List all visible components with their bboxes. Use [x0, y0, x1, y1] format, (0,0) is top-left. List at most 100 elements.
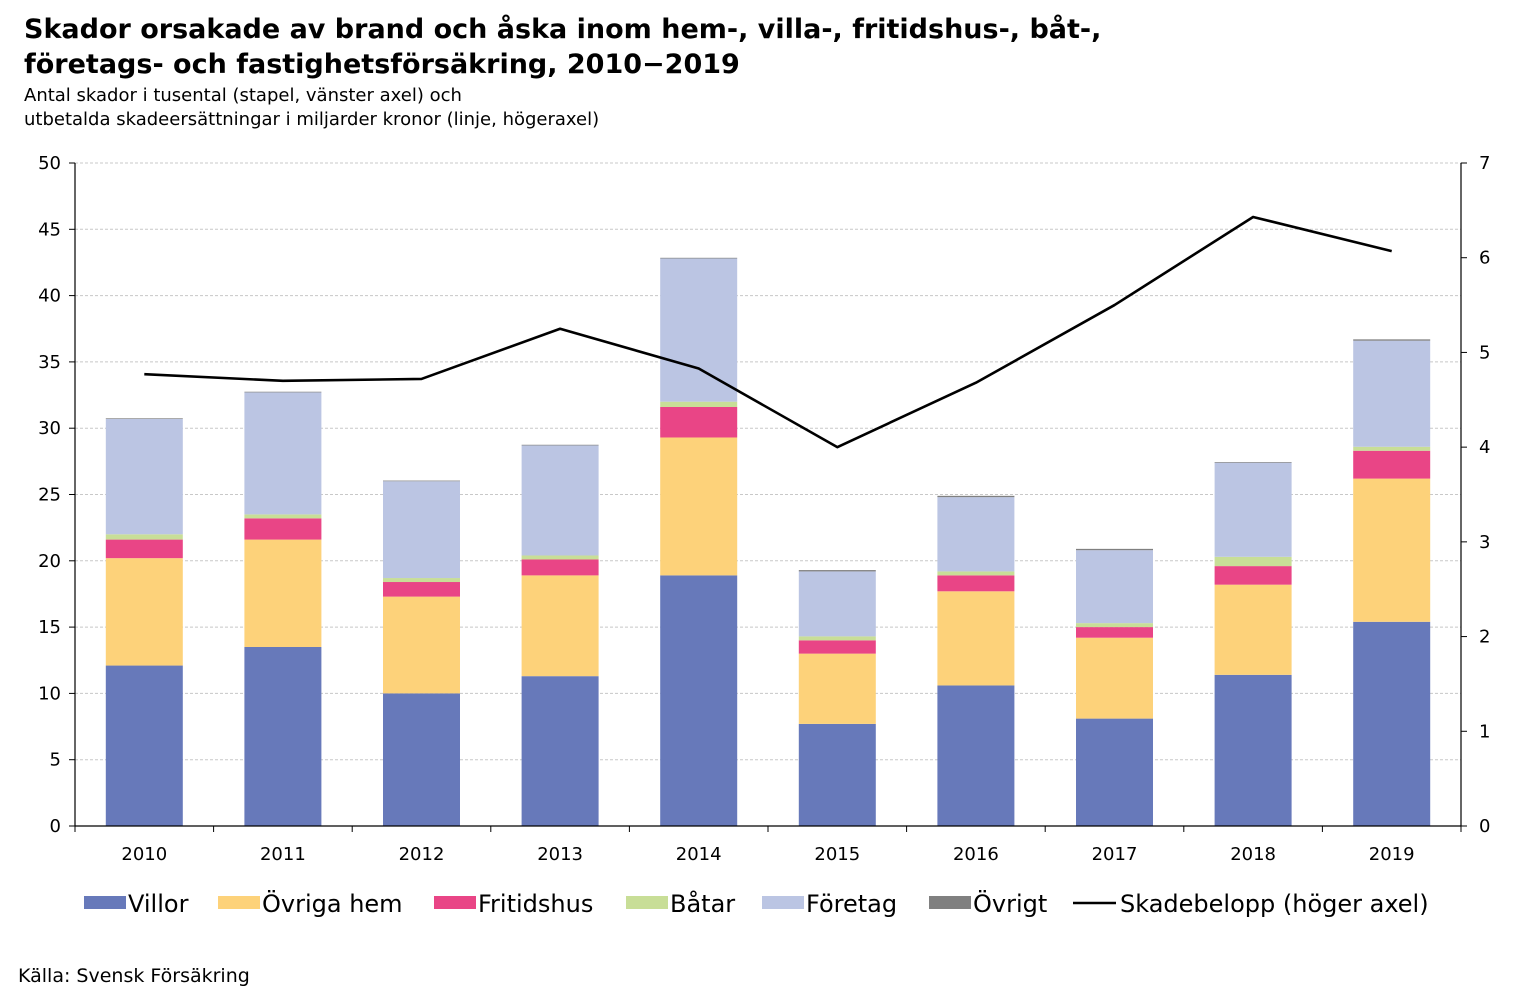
right-axis-tick-label: 6 [1479, 248, 1490, 269]
x-axis-tick-label: 2017 [1092, 844, 1138, 865]
bar-segment-fritidshus [937, 575, 1015, 592]
bar-segment-företag [1214, 462, 1292, 557]
legend-swatch [626, 896, 668, 909]
bar-segment-fritidshus [660, 406, 738, 438]
left-axis-tick-label: 15 [38, 617, 61, 638]
bar-segment-båtar [383, 578, 460, 583]
bar-segment-företag [521, 445, 599, 556]
source-note: Källa: Svensk Försäkring [18, 965, 250, 987]
x-axis-tick-label: 2014 [676, 844, 722, 865]
bar-segment-båtar [1214, 556, 1292, 567]
bar-segment-övriga-hem [521, 575, 599, 677]
bar-segment-fritidshus [105, 539, 183, 559]
bar-segment-fritidshus [1353, 450, 1431, 479]
left-axis-tick-label: 45 [38, 219, 61, 240]
right-axis-tick-label: 7 [1479, 153, 1490, 174]
x-axis-tick-label: 2013 [537, 844, 583, 865]
bar-segment-fritidshus [244, 518, 322, 540]
bar-segment-villor [244, 646, 322, 826]
legend-label: Övrigt [973, 889, 1047, 918]
x-axis-tick-label: 2012 [399, 844, 445, 865]
bar-segment-företag [244, 392, 322, 515]
right-axis-tick-label: 3 [1479, 532, 1490, 553]
bar-segment-villor [1353, 621, 1431, 826]
bar-segment-företag [1353, 340, 1431, 447]
legend-label: Företag [806, 890, 897, 918]
bar-segment-villor [660, 575, 738, 826]
legend-label: Båtar [670, 889, 735, 918]
bar-segment-villor [1076, 718, 1153, 826]
left-axis-tick-label: 5 [50, 750, 61, 771]
bar-segment-övrigt [383, 480, 460, 482]
bar-segment-övrigt [521, 444, 599, 446]
bar-segment-villor [937, 685, 1015, 826]
bar-segment-företag [1076, 550, 1153, 624]
bar-segment-båtar [798, 636, 876, 641]
legend-label: Fritidshus [478, 890, 593, 918]
right-axis-tick-label: 4 [1479, 437, 1490, 458]
left-axis-tick-label: 10 [38, 683, 61, 704]
left-axis-tick-label: 40 [38, 286, 61, 307]
bar-segment-villor [105, 665, 183, 826]
left-axis-tick-label: 20 [38, 551, 61, 572]
right-axis-tick-label: 1 [1479, 721, 1490, 742]
bar-segment-fritidshus [383, 582, 460, 597]
bar-segment-fritidshus [1214, 566, 1292, 585]
bar-segment-fritidshus [1076, 627, 1153, 638]
bar-segment-båtar [521, 555, 599, 560]
bar-segment-företag [660, 258, 738, 402]
legend-swatch [434, 896, 476, 909]
x-axis-tick-label: 2016 [953, 844, 999, 865]
left-axis-tick-label: 50 [38, 153, 61, 174]
bar-segment-övrigt [105, 418, 183, 419]
bar-segment-båtar [937, 571, 1015, 576]
bar-segment-övrigt [1076, 548, 1153, 551]
bar-segment-företag [105, 418, 183, 535]
legend-label: Villor [128, 890, 189, 918]
x-axis-tick-label: 2011 [260, 844, 306, 865]
bar-segment-övrigt [937, 495, 1015, 498]
legend-swatch [929, 896, 971, 909]
bar-segment-villor [521, 676, 599, 826]
bar-segment-båtar [105, 534, 183, 540]
bar-segment-övriga-hem [244, 539, 322, 647]
bar-segment-villor [798, 723, 876, 826]
bar-segment-övrigt [798, 570, 876, 572]
left-axis-tick-label: 0 [50, 816, 61, 837]
bar-segment-övriga-hem [1214, 584, 1292, 675]
bar-segment-båtar [244, 514, 322, 519]
left-axis-tick-label: 30 [38, 418, 61, 439]
bar-segment-övriga-hem [105, 558, 183, 666]
bar-segment-övrigt [1353, 339, 1431, 341]
bar-segment-båtar [1076, 623, 1153, 628]
bar-segment-villor [383, 693, 460, 826]
right-axis-tick-label: 2 [1479, 627, 1490, 648]
bar-segment-övriga-hem [937, 591, 1015, 686]
bar-segment-båtar [660, 401, 738, 407]
chart-title: Skador orsakade av brand och åska inom h… [24, 12, 1504, 82]
right-axis-tick-label: 5 [1479, 342, 1490, 363]
bar-segment-övriga-hem [1353, 478, 1431, 622]
bar-segment-företag [798, 571, 876, 637]
bar-segment-fritidshus [521, 559, 599, 576]
x-axis-tick-label: 2019 [1369, 844, 1415, 865]
left-axis-tick-label: 35 [38, 352, 61, 373]
right-axis-tick-label: 0 [1479, 816, 1490, 837]
legend-label: Övriga hem [262, 889, 403, 918]
bar-segment-övriga-hem [798, 653, 876, 724]
bar-segment-övrigt [660, 257, 738, 259]
line-series-skadebelopp [144, 215, 1393, 449]
bar-segment-företag [383, 481, 460, 579]
bar-segment-övrigt [1214, 462, 1292, 463]
left-axis-tick-label: 25 [38, 485, 61, 506]
chart-subtitle-line-2: utbetalda skadeersättningar i miljarder … [24, 109, 600, 130]
legend-swatch [218, 896, 260, 909]
legend-label: Skadebelopp (höger axel) [1120, 890, 1429, 918]
bar-segment-fritidshus [798, 640, 876, 654]
bar-segment-övriga-hem [1076, 637, 1153, 719]
bar-segment-båtar [1353, 446, 1431, 451]
chart-subtitle-line-1: Antal skador i tusental (stapel, vänster… [24, 85, 462, 106]
bar-segment-övriga-hem [660, 437, 738, 576]
x-axis-tick-label: 2010 [121, 844, 167, 865]
